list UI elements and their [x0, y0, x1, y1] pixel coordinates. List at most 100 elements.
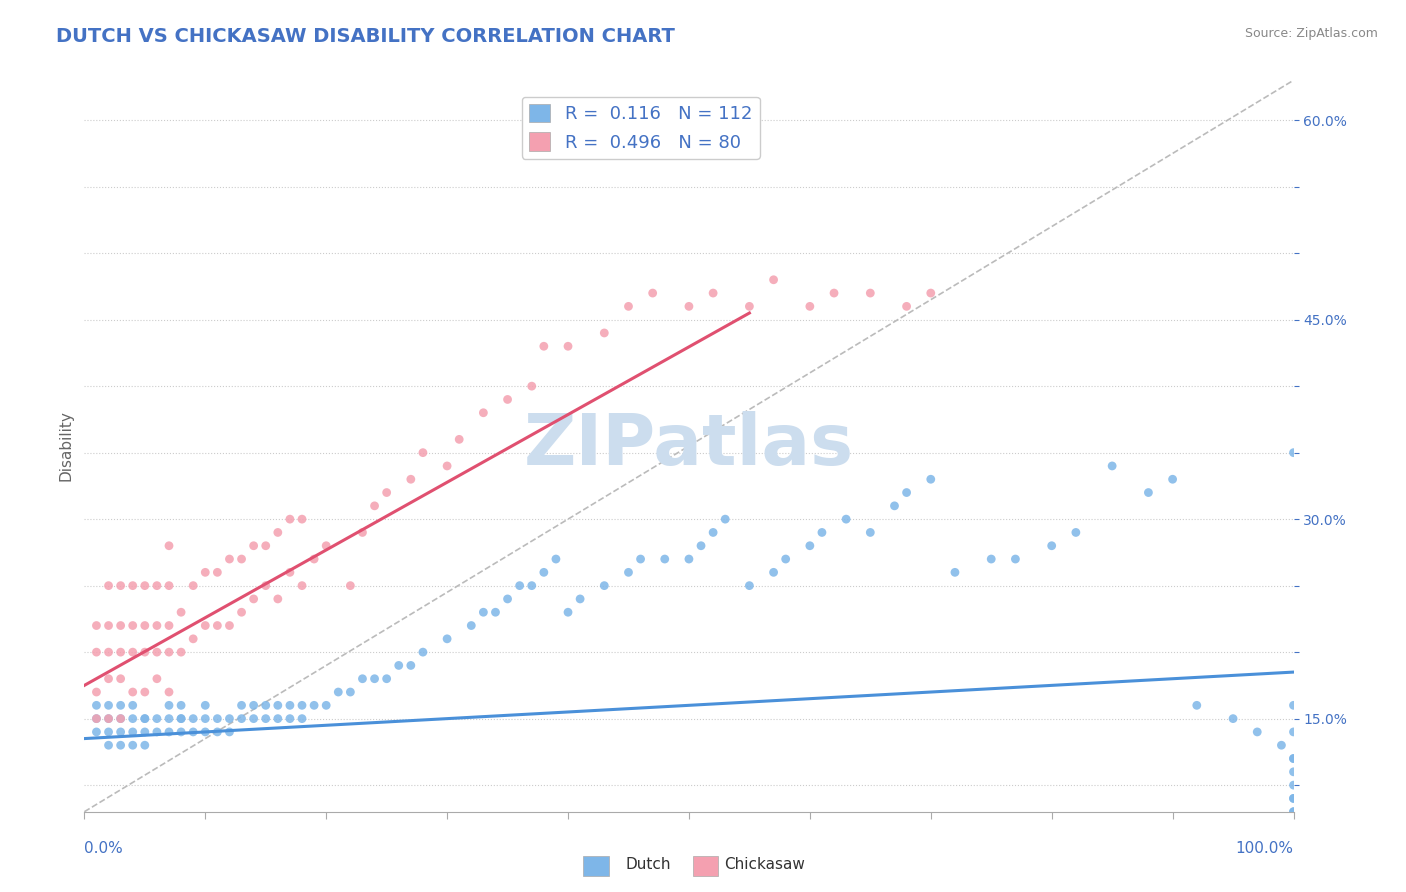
Point	[207, 725, 229, 739]
Point	[859, 286, 882, 301]
Point	[883, 499, 905, 513]
Point	[520, 379, 543, 393]
Point	[896, 299, 918, 313]
Point	[762, 273, 785, 287]
Point	[762, 566, 785, 580]
Point	[1185, 698, 1208, 713]
Point	[97, 712, 120, 726]
Point	[702, 525, 724, 540]
Point	[1246, 725, 1268, 739]
Point	[1161, 472, 1184, 486]
Point	[339, 685, 361, 699]
Point	[121, 579, 143, 593]
Point	[1282, 764, 1305, 779]
Point	[97, 579, 120, 593]
Point	[980, 552, 1002, 566]
Point	[157, 618, 180, 632]
Point	[86, 712, 108, 726]
Point	[1137, 485, 1160, 500]
Point	[328, 685, 350, 699]
Point	[641, 286, 664, 301]
Point	[484, 605, 506, 619]
Point	[267, 698, 290, 713]
Point	[86, 645, 108, 659]
Point	[110, 618, 132, 632]
Point	[157, 539, 180, 553]
Point	[121, 698, 143, 713]
Point	[1282, 805, 1305, 819]
Point	[593, 326, 616, 340]
Point	[569, 591, 592, 606]
Point	[617, 299, 640, 313]
Point	[399, 472, 422, 486]
Point	[254, 579, 277, 593]
Point	[170, 712, 193, 726]
Point	[194, 712, 217, 726]
Point	[181, 579, 204, 593]
Point	[291, 698, 314, 713]
Legend: R =  0.116   N = 112, R =  0.496   N = 80: R = 0.116 N = 112, R = 0.496 N = 80	[522, 96, 759, 159]
Point	[509, 579, 531, 593]
Point	[110, 698, 132, 713]
Point	[375, 672, 398, 686]
Point	[267, 591, 290, 606]
Point	[86, 725, 108, 739]
Point	[194, 566, 217, 580]
Point	[1282, 445, 1305, 459]
Point	[302, 552, 325, 566]
Point	[896, 485, 918, 500]
Point	[97, 672, 120, 686]
Point	[231, 605, 253, 619]
Point	[533, 339, 555, 353]
Point	[134, 725, 156, 739]
Point	[170, 725, 193, 739]
Point	[291, 712, 314, 726]
Point	[121, 685, 143, 699]
Point	[134, 618, 156, 632]
Point	[194, 725, 217, 739]
Point	[593, 579, 616, 593]
Point	[472, 406, 495, 420]
Point	[557, 339, 579, 353]
Point	[799, 539, 821, 553]
Text: DUTCH VS CHICKASAW DISABILITY CORRELATION CHART: DUTCH VS CHICKASAW DISABILITY CORRELATIO…	[56, 27, 675, 45]
Point	[181, 725, 204, 739]
Point	[181, 712, 204, 726]
Point	[738, 579, 761, 593]
Point	[363, 499, 385, 513]
Point	[86, 618, 108, 632]
Point	[1282, 805, 1305, 819]
Point	[231, 698, 253, 713]
Point	[146, 579, 169, 593]
Point	[254, 712, 277, 726]
Point	[218, 552, 240, 566]
Point	[412, 645, 434, 659]
Point	[630, 552, 652, 566]
Y-axis label: Disability: Disability	[58, 410, 73, 482]
Point	[134, 579, 156, 593]
Point	[97, 698, 120, 713]
Point	[835, 512, 858, 526]
Point	[388, 658, 411, 673]
Point	[352, 672, 374, 686]
Point	[399, 658, 422, 673]
Point	[1282, 751, 1305, 765]
Point	[291, 579, 314, 593]
Point	[690, 539, 713, 553]
Point	[181, 632, 204, 646]
Point	[496, 392, 519, 407]
Point	[278, 566, 301, 580]
Point	[146, 645, 169, 659]
Point	[121, 618, 143, 632]
Point	[170, 605, 193, 619]
Text: Dutch: Dutch	[626, 857, 671, 872]
Point	[86, 698, 108, 713]
Point	[242, 698, 264, 713]
Point	[146, 712, 169, 726]
Point	[231, 712, 253, 726]
Point	[134, 685, 156, 699]
Point	[775, 552, 797, 566]
Point	[1282, 698, 1305, 713]
Point	[520, 579, 543, 593]
Point	[859, 525, 882, 540]
